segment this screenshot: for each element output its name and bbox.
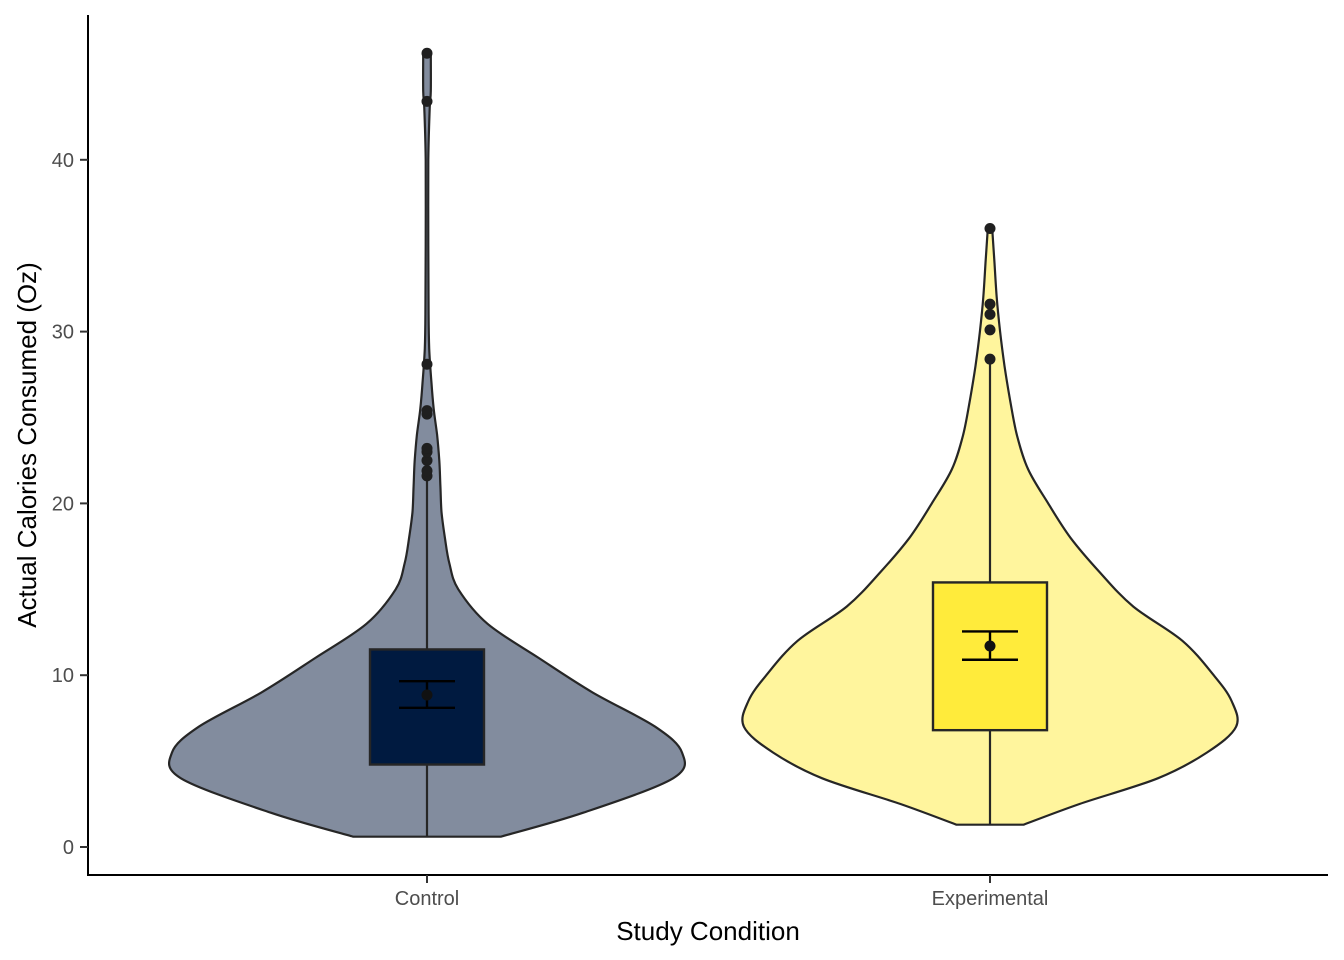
outlier-point (421, 454, 433, 466)
mean-point (421, 689, 433, 701)
outlier-point (984, 324, 996, 336)
plot-area (168, 47, 1239, 838)
outlier-point (421, 405, 433, 417)
outlier-point (421, 442, 433, 454)
violin-group-control (168, 47, 686, 838)
outlier-point (421, 95, 433, 107)
outlier-point (421, 47, 433, 59)
x-axis-title: Study Condition (616, 916, 800, 946)
y-tick-label: 10 (52, 665, 74, 687)
outlier-point (421, 465, 433, 477)
y-axis-title: Actual Calories Consumed (Oz) (12, 262, 42, 628)
y-tick-label: 40 (52, 150, 74, 172)
axes: 0 10 20 30 40 Control Experimental (52, 15, 1328, 910)
violin-group-experimental (741, 223, 1239, 826)
outlier-point (984, 353, 996, 365)
outlier-point (984, 308, 996, 320)
x-tick-label: Control (395, 888, 459, 910)
x-tick-label: Experimental (932, 888, 1049, 910)
outlier-point (984, 223, 996, 235)
mean-point (984, 640, 996, 652)
y-tick-label: 30 (52, 322, 74, 344)
outlier-point (421, 358, 433, 370)
y-tick-label: 20 (52, 493, 74, 515)
outlier-point (984, 298, 996, 310)
y-tick-label: 0 (63, 837, 74, 859)
